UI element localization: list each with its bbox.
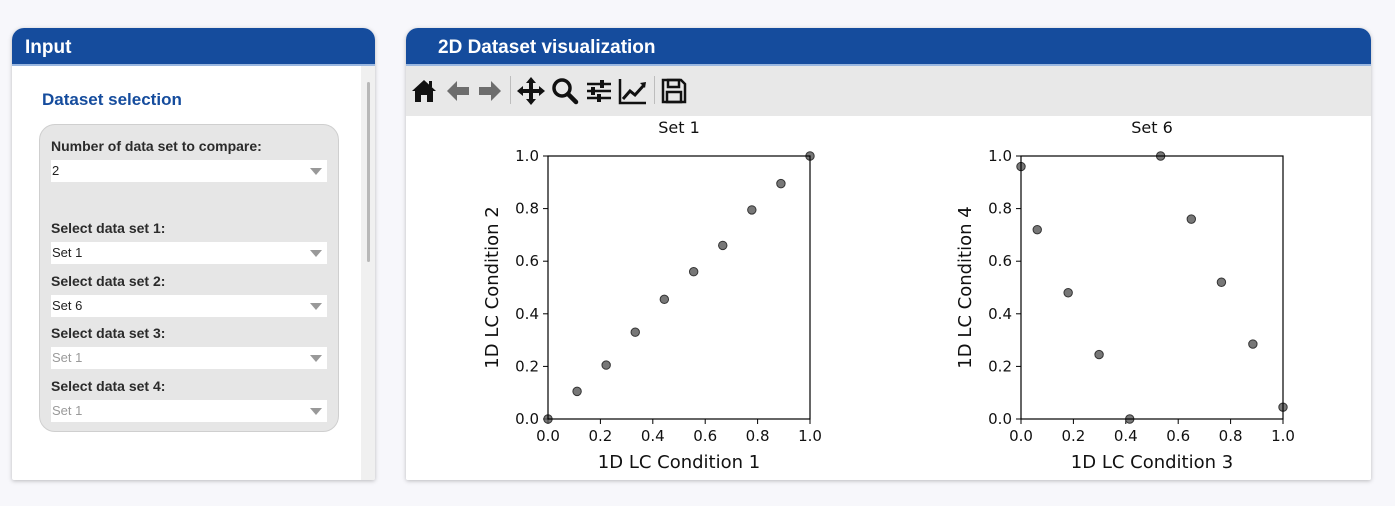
- x-axis-label: 1D LC Condition 1: [598, 452, 760, 473]
- num-sets-value: 2: [52, 163, 60, 178]
- x-tick-label: 0.8: [1219, 427, 1243, 445]
- data-point: [776, 178, 786, 189]
- y-tick-label: 0.2: [988, 357, 1012, 375]
- x-tick-label: 1.0: [798, 427, 822, 445]
- select-set-2-value: Set 6: [52, 298, 83, 313]
- scrollbar[interactable]: [361, 66, 375, 480]
- section-title: Dataset selection: [42, 90, 182, 109]
- y-tick-label: 0.2: [515, 357, 539, 375]
- select-set-4-value: Set 1: [52, 403, 83, 418]
- scatter-figure: Set 1 0.0 0.2 0.4 0.6 0.8 1.0 0.0 0.2 0.4 0.6 0.8 1.…: [482, 118, 1295, 473]
- y-axis-label: 1D LC Condition 4: [955, 206, 976, 368]
- select-set-3-value: Set 1: [52, 350, 83, 365]
- y-tick-label: 0.6: [988, 252, 1012, 270]
- data-point: [1216, 277, 1227, 287]
- x-tick-label: 0.4: [1114, 427, 1138, 445]
- x-tick-label: 1.0: [1271, 427, 1295, 445]
- data-point: [659, 294, 670, 305]
- select-set-4-label: Select data set 4:: [51, 378, 166, 394]
- data-point: [1094, 349, 1104, 360]
- dataset-selection-card: Number of data set to compare: 2 Select …: [39, 124, 339, 432]
- plot-canvas[interactable]: Set 1 0.0 0.2 0.4 0.6 0.8 1.0 0.0 0.2 0.4 0.6 0.8 1.…: [406, 116, 1371, 480]
- axes-frame: [1020, 155, 1284, 420]
- save-icon[interactable]: [658, 75, 690, 107]
- chevron-down-icon: [310, 303, 322, 310]
- x-tick-label: 0.4: [641, 427, 665, 445]
- chevron-down-icon: [310, 168, 322, 175]
- x-tick-label: 0.6: [1166, 427, 1190, 445]
- x-tick-label: 0.0: [1009, 427, 1033, 445]
- x-tick-label: 0.6: [693, 427, 717, 445]
- data-point: [1032, 224, 1042, 235]
- y-axis-label: 1D LC Condition 2: [482, 206, 503, 368]
- scrollbar-thumb[interactable]: [367, 82, 370, 262]
- chevron-down-icon: [310, 355, 322, 362]
- y-tick-label: 0.4: [988, 305, 1012, 323]
- select-set-3[interactable]: Set 1: [51, 347, 327, 369]
- y-tick-label: 0.0: [515, 410, 539, 428]
- pan-icon[interactable]: [515, 75, 547, 107]
- select-set-4-field: Select data set 4: Set 1: [51, 378, 327, 422]
- visualization-panel-title: 2D Dataset visualization: [406, 28, 1371, 66]
- data-point: [747, 205, 757, 215]
- y-tick-label: 0.4: [515, 305, 539, 323]
- y-tick-label: 0.6: [515, 252, 539, 270]
- data-point: [688, 267, 699, 277]
- data-point: [718, 240, 728, 251]
- select-set-1-value: Set 1: [52, 245, 83, 260]
- y-tick-label: 1.0: [988, 147, 1012, 165]
- data-point: [1063, 288, 1073, 298]
- toolbar-separator: [654, 76, 655, 104]
- subplots-config-icon[interactable]: [583, 75, 615, 107]
- select-set-2-label: Select data set 2:: [51, 273, 166, 289]
- input-panel-body: Dataset selection Number of data set to …: [12, 66, 375, 480]
- visualization-panel: 2D Dataset visualization: [406, 28, 1371, 480]
- data-point: [601, 360, 611, 370]
- data-point: [572, 386, 582, 397]
- y-tick-label: 1.0: [515, 147, 539, 165]
- forward-arrow-icon[interactable]: [474, 75, 506, 107]
- select-set-2[interactable]: Set 6: [51, 295, 327, 317]
- x-tick-label: 0.2: [588, 427, 612, 445]
- y-tick-label: 0.0: [988, 410, 1012, 428]
- chevron-down-icon: [310, 250, 322, 257]
- x-tick-label: 0.8: [746, 427, 770, 445]
- select-set-1[interactable]: Set 1: [51, 242, 327, 264]
- num-sets-field: Number of data set to compare: 2: [51, 138, 327, 182]
- back-arrow-icon[interactable]: [442, 75, 474, 107]
- select-set-3-label: Select data set 3:: [51, 325, 166, 341]
- x-tick-label: 0.0: [536, 427, 560, 445]
- data-point: [630, 327, 640, 337]
- toolbar-separator: [510, 76, 511, 104]
- select-set-1-field: Select data set 1: Set 1: [51, 220, 327, 264]
- num-sets-select[interactable]: 2: [51, 160, 327, 182]
- select-set-2-field: Select data set 2: Set 6: [51, 273, 327, 317]
- num-sets-label: Number of data set to compare:: [51, 138, 262, 154]
- chart-title: Set 1: [658, 118, 700, 137]
- x-axis-label: 1D LC Condition 3: [1071, 452, 1233, 473]
- axes-frame: [547, 155, 811, 420]
- input-panel: Input Dataset selection Number of data s…: [12, 28, 375, 480]
- select-set-4[interactable]: Set 1: [51, 400, 327, 422]
- x-tick-label: 0.2: [1061, 427, 1085, 445]
- y-tick-label: 0.8: [515, 200, 539, 218]
- plot-toolbar: [406, 66, 1371, 116]
- select-set-1-label: Select data set 1:: [51, 220, 166, 236]
- input-panel-title: Input: [12, 28, 375, 66]
- chevron-down-icon: [310, 408, 322, 415]
- zoom-icon[interactable]: [549, 75, 581, 107]
- y-tick-label: 0.8: [988, 200, 1012, 218]
- select-set-3-field: Select data set 3: Set 1: [51, 325, 327, 369]
- axes-edit-icon[interactable]: [617, 75, 649, 107]
- chart-title: Set 6: [1131, 118, 1173, 137]
- home-icon[interactable]: [408, 75, 440, 107]
- data-point: [1186, 214, 1196, 224]
- data-point: [1248, 339, 1258, 349]
